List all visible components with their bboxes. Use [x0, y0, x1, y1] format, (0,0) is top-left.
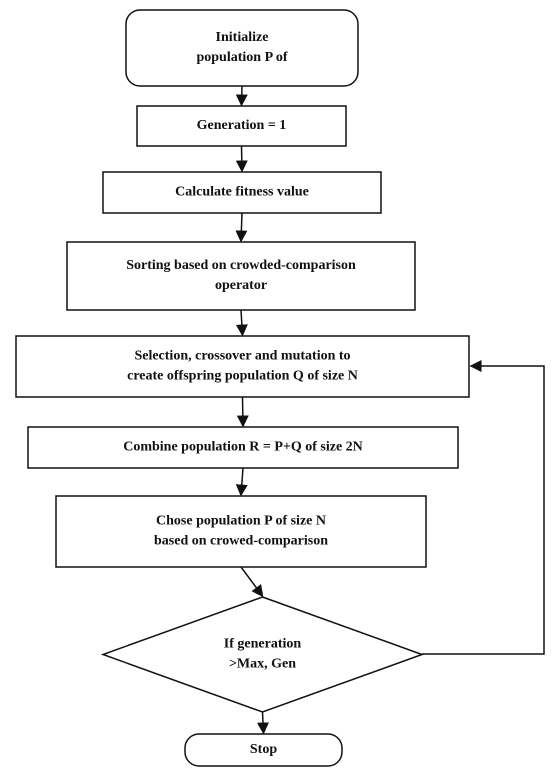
flow-arrow: [236, 396, 249, 428]
node-label: Generation = 1: [197, 118, 287, 133]
process-shape: [66, 241, 416, 311]
node-label: Chose population P of size N: [156, 514, 326, 529]
terminal-shape: [125, 9, 359, 87]
node-label: operator: [215, 278, 267, 293]
process-shape: [15, 335, 470, 398]
flow-arrow: [235, 467, 248, 497]
node-label: Stop: [250, 742, 277, 757]
terminal-shape: [184, 733, 343, 767]
node-label: >Max, Gen: [229, 657, 296, 672]
flow-arrow: [235, 309, 248, 337]
node-label: Calculate fitness value: [175, 185, 309, 200]
node-label: If generation: [224, 637, 302, 652]
process-shape: [136, 105, 347, 147]
node-label: Sorting based on crowded-comparison: [126, 258, 356, 273]
node-label: create offspring population Q of size N: [127, 369, 358, 384]
decision-shape: [100, 596, 425, 713]
loop-arrow: [422, 360, 545, 655]
flow-arrow: [235, 145, 248, 173]
process-shape: [102, 171, 382, 214]
node-label: Selection, crossover and mutation to: [134, 349, 350, 364]
flow-arrow: [235, 212, 248, 243]
node-label: population P of: [196, 50, 287, 65]
flow-arrow: [235, 85, 248, 107]
process-shape: [27, 426, 459, 469]
flow-arrow: [257, 711, 269, 735]
process-shape: [55, 495, 427, 568]
node-label: based on crowed-comparison: [154, 534, 328, 549]
node-label: Combine population R = P+Q of size 2N: [123, 440, 363, 455]
flow-arrow: [240, 566, 264, 598]
node-label: Initialize: [216, 30, 269, 45]
